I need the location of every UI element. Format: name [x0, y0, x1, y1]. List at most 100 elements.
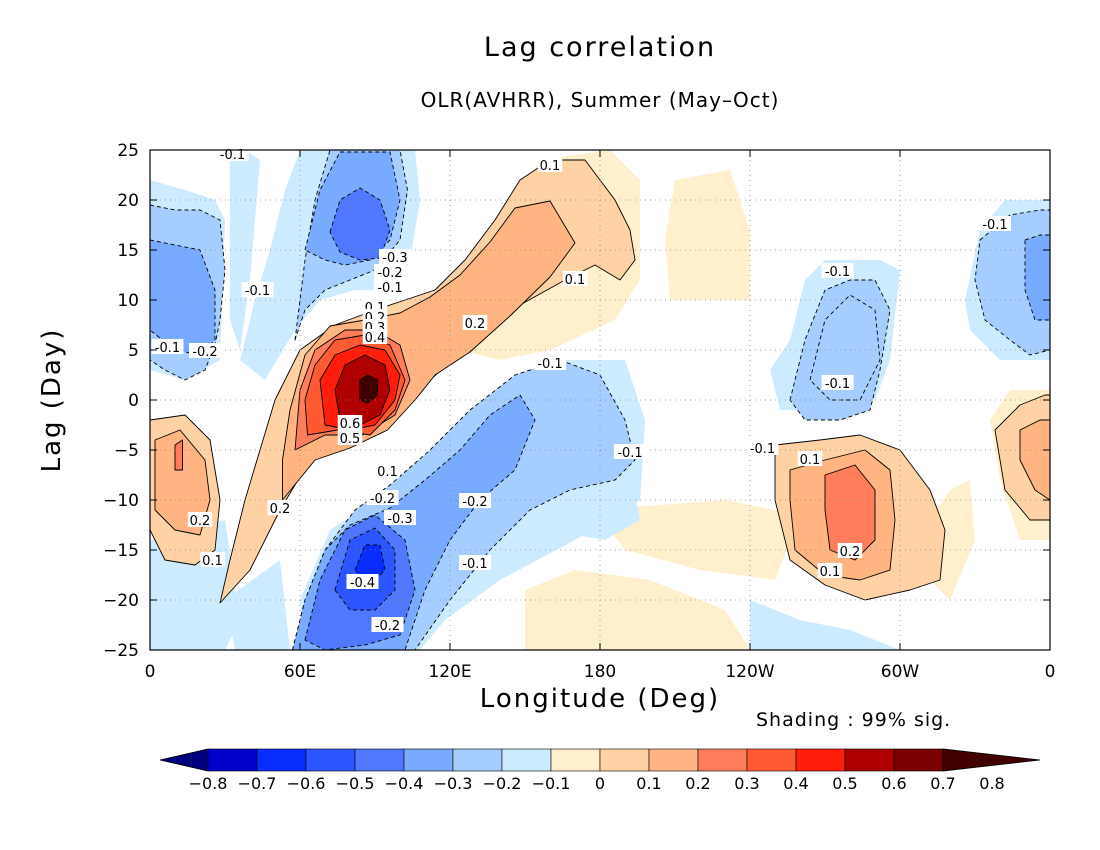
- significance-note: Shading : 99% sig.: [756, 709, 952, 731]
- contour-label-bg: [371, 617, 404, 632]
- contour-label-bg: [151, 339, 184, 354]
- contour-label: -0.1: [220, 148, 245, 163]
- colorbar-tick-label: −0.6: [287, 774, 326, 793]
- contour-labels: -0.1-0.1-0.1 -0.2-0.3-0.2-0.10.10.20.30.4…: [151, 146, 1011, 634]
- colorbar-swatch: [844, 748, 895, 772]
- y-tick-label: −20: [103, 591, 139, 611]
- x-tick-label: 120E: [428, 662, 471, 682]
- contour-label: 0.1: [565, 273, 586, 288]
- colorbar-tick-label: −0.7: [238, 774, 277, 793]
- contour-label: -0.2: [375, 619, 400, 634]
- colorbar: −0.8 −0.7 −0.6 −0.5 −0.4 −0.3 −0.2 −0.1 0 0.1 0.2 0…: [159, 748, 1041, 793]
- colorbar-swatch: [648, 748, 699, 772]
- x-tick-label: 60E: [284, 662, 316, 682]
- colorbar-tick-label: 0.8: [979, 774, 1004, 793]
- y-tick-label: 0: [128, 391, 139, 411]
- contour-western-positive-level-3: [174, 439, 183, 471]
- colorbar-tick-label: 0.4: [783, 774, 808, 793]
- chart-title: Lag correlation: [483, 32, 717, 63]
- colorbar-tick-label: −0.4: [385, 774, 424, 793]
- contour-label-bg: [821, 375, 854, 390]
- colorbar-swatch: [501, 748, 552, 772]
- grid-lines: [150, 150, 1050, 650]
- y-tick-label: 25: [117, 141, 139, 161]
- colorbar-tick-label: 0.7: [930, 774, 955, 793]
- colorbar-swatch: [452, 748, 503, 772]
- significance-shading: [665, 170, 750, 300]
- contour-main-positive-band-level-7: [359, 374, 378, 404]
- contour-label-bg: [614, 444, 646, 459]
- colorbar-swatch: [403, 748, 454, 772]
- contour-label-bg: [267, 500, 293, 515]
- x-tick-label: 0: [1045, 662, 1056, 682]
- contour-label-bg: [187, 512, 213, 527]
- contour-label: 0.1: [377, 465, 398, 480]
- contour-label: -0.1: [377, 281, 402, 296]
- contour-label: -0.3: [387, 512, 412, 527]
- colorbar-tick-label: −0.5: [336, 774, 375, 793]
- colorbar-swatch: [795, 748, 846, 772]
- contour-label: 0.5: [340, 432, 361, 447]
- contour-label-bg: [374, 279, 406, 294]
- colorbar-max-arrow: [942, 748, 1041, 772]
- contour-label: 0.2: [270, 502, 291, 517]
- axes: 0 60E 120E 180 120W 60W 0 25 20 15 10 5 0 −5 −10 −15 −20…: [103, 141, 1055, 682]
- contour-label: -0.1: [155, 341, 180, 356]
- significance-shading: [595, 500, 800, 580]
- contour-label: -0.2: [192, 345, 217, 360]
- contour-label-bg: [366, 490, 399, 505]
- colorbar-tick-label: 0.2: [685, 774, 710, 793]
- colorbar-swatch: [354, 748, 405, 772]
- colorbar-swatch: [207, 748, 258, 772]
- contour-label-bg: [821, 263, 854, 278]
- x-tick-label: 0: [145, 662, 156, 682]
- contour-label: 0.2: [190, 514, 211, 529]
- contour-label-bg: [374, 264, 406, 279]
- contour-label: -0.1: [750, 442, 775, 457]
- contour-western-negative-level-2: [150, 239, 216, 356]
- contour-label: -0.1: [462, 557, 487, 572]
- contour-label: 0.1: [820, 565, 841, 580]
- colorbar-swatch: [746, 748, 797, 772]
- contour-label-bg: [817, 563, 843, 578]
- significance-shading: [525, 570, 750, 650]
- contour-label: 0.1: [800, 453, 821, 468]
- contour-label: -0.1: [982, 218, 1007, 233]
- contour-label: -0.1: [825, 265, 850, 280]
- x-tick-label: 180: [584, 662, 616, 682]
- chart-subtitle: OLR(AVHRR), Summer (May–Oct): [420, 88, 780, 112]
- contour-label-bg: [562, 271, 588, 286]
- colorbar-swatch: [697, 748, 748, 772]
- y-tick-label: 5: [128, 341, 139, 361]
- contour-label: 0.4: [365, 331, 386, 346]
- contour-label: -0.2: [370, 492, 395, 507]
- contour-label: -0.1: [617, 446, 642, 461]
- colorbar-tick-label: −0.2: [483, 774, 522, 793]
- significance-shading: [750, 600, 900, 650]
- y-tick-label: −15: [103, 541, 139, 561]
- x-tick-label: 60W: [881, 662, 920, 682]
- contour-label-bg: [746, 440, 779, 455]
- contour-label: -0.3: [382, 251, 407, 266]
- contour-label: -0.2: [462, 495, 487, 510]
- x-tick-label: 120W: [725, 662, 774, 682]
- colorbar-swatch: [599, 748, 650, 772]
- contour-label: -0.1: [537, 357, 562, 372]
- colorbar-tick-label: 0.5: [832, 774, 857, 793]
- colorbar-swatch: [256, 748, 307, 772]
- contour-label: 0.1: [202, 554, 223, 569]
- colorbar-tick-label: −0.8: [189, 774, 228, 793]
- contour-label-bg: [837, 543, 863, 558]
- contour-label-bg: [362, 329, 388, 344]
- y-tick-label: −10: [103, 491, 139, 511]
- contour-label: 0.2: [840, 545, 861, 560]
- colorbar-tick-label: 0.1: [636, 774, 661, 793]
- y-tick-label: 20: [117, 191, 139, 211]
- colorbar-tick-label: 0: [595, 774, 605, 793]
- colorbar-min-arrow: [159, 748, 209, 772]
- colorbar-tick-label: 0.6: [881, 774, 906, 793]
- significance-shading: [225, 560, 290, 650]
- contour-label-bg: [534, 355, 566, 370]
- y-tick-label: 10: [117, 291, 139, 311]
